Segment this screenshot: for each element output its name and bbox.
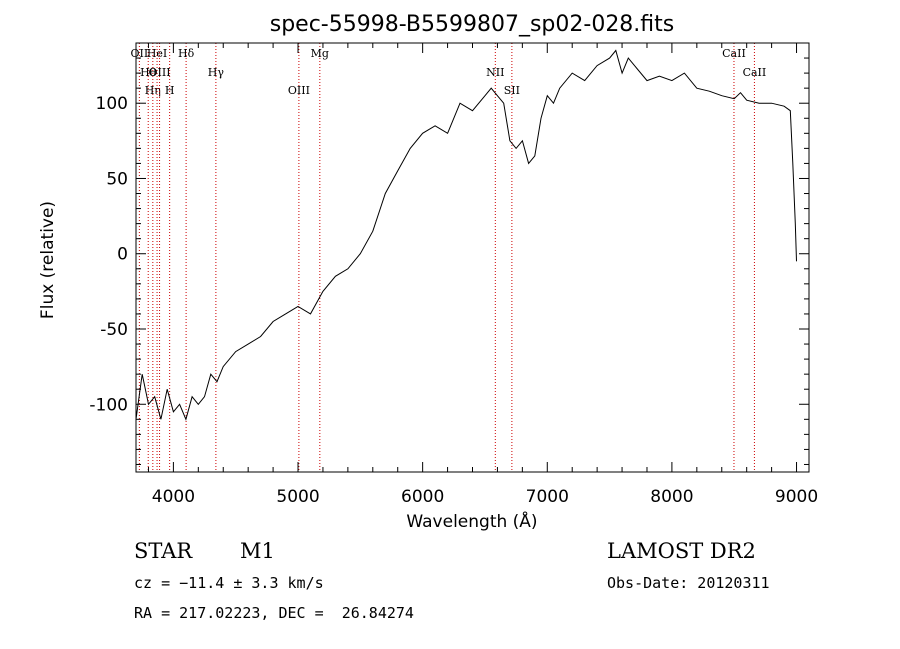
x-tick-label: 5000 bbox=[276, 487, 319, 507]
axis-ticks bbox=[136, 42, 809, 472]
marker-label: Hδ bbox=[178, 47, 195, 60]
x-tick-label: 8000 bbox=[650, 487, 693, 507]
y-tick-label: 100 bbox=[96, 94, 128, 114]
y-tick-label: -100 bbox=[89, 395, 128, 415]
redshift-cz: cz = −11.4 ± 3.3 km/s bbox=[134, 574, 324, 592]
x-tick-label: 6000 bbox=[401, 487, 444, 507]
marker-label: HeI bbox=[147, 47, 167, 60]
y-tick-label: -50 bbox=[100, 320, 128, 340]
y-axis-label: Flux (relative) bbox=[38, 201, 58, 319]
marker-label: Hγ bbox=[208, 66, 225, 79]
marker-label: Mg bbox=[311, 47, 329, 60]
observation-date: Obs-Date: 20120311 bbox=[607, 574, 770, 592]
x-tick-label: 7000 bbox=[526, 487, 569, 507]
axis-tick-labels: 4000 5000 6000 7000 8000 9000 -100 -50 0 50 100 bbox=[89, 94, 818, 507]
y-tick-label: 0 bbox=[117, 245, 128, 265]
spectrum-line bbox=[135, 49, 797, 421]
y-tick-label: 50 bbox=[106, 169, 128, 189]
object-class: STAR bbox=[134, 539, 193, 563]
marker-label: CaII bbox=[722, 47, 746, 60]
marker-label: H bbox=[165, 84, 175, 97]
marker-label: OII bbox=[131, 47, 149, 60]
marker-label: NII bbox=[486, 66, 504, 79]
marker-label: OIII bbox=[288, 84, 310, 97]
x-axis-label: Wavelength (Å) bbox=[406, 510, 537, 532]
marker-label: Hθ bbox=[140, 66, 157, 79]
marker-label: OIII bbox=[149, 66, 171, 79]
survey-name: LAMOST DR2 bbox=[607, 539, 756, 563]
x-tick-label: 9000 bbox=[775, 487, 818, 507]
object-subclass: M1 bbox=[240, 539, 275, 563]
marker-label: SII bbox=[504, 84, 520, 97]
x-tick-label: 4000 bbox=[152, 487, 195, 507]
chart-title: spec-55998-B5599807_sp02-028.fits bbox=[270, 12, 675, 37]
ra-dec-coordinates: RA = 217.02223, DEC = 26.84274 bbox=[134, 604, 414, 622]
plot-frame bbox=[135, 42, 810, 473]
marker-label: Hη bbox=[145, 84, 161, 97]
marker-label: CaII bbox=[743, 66, 767, 79]
